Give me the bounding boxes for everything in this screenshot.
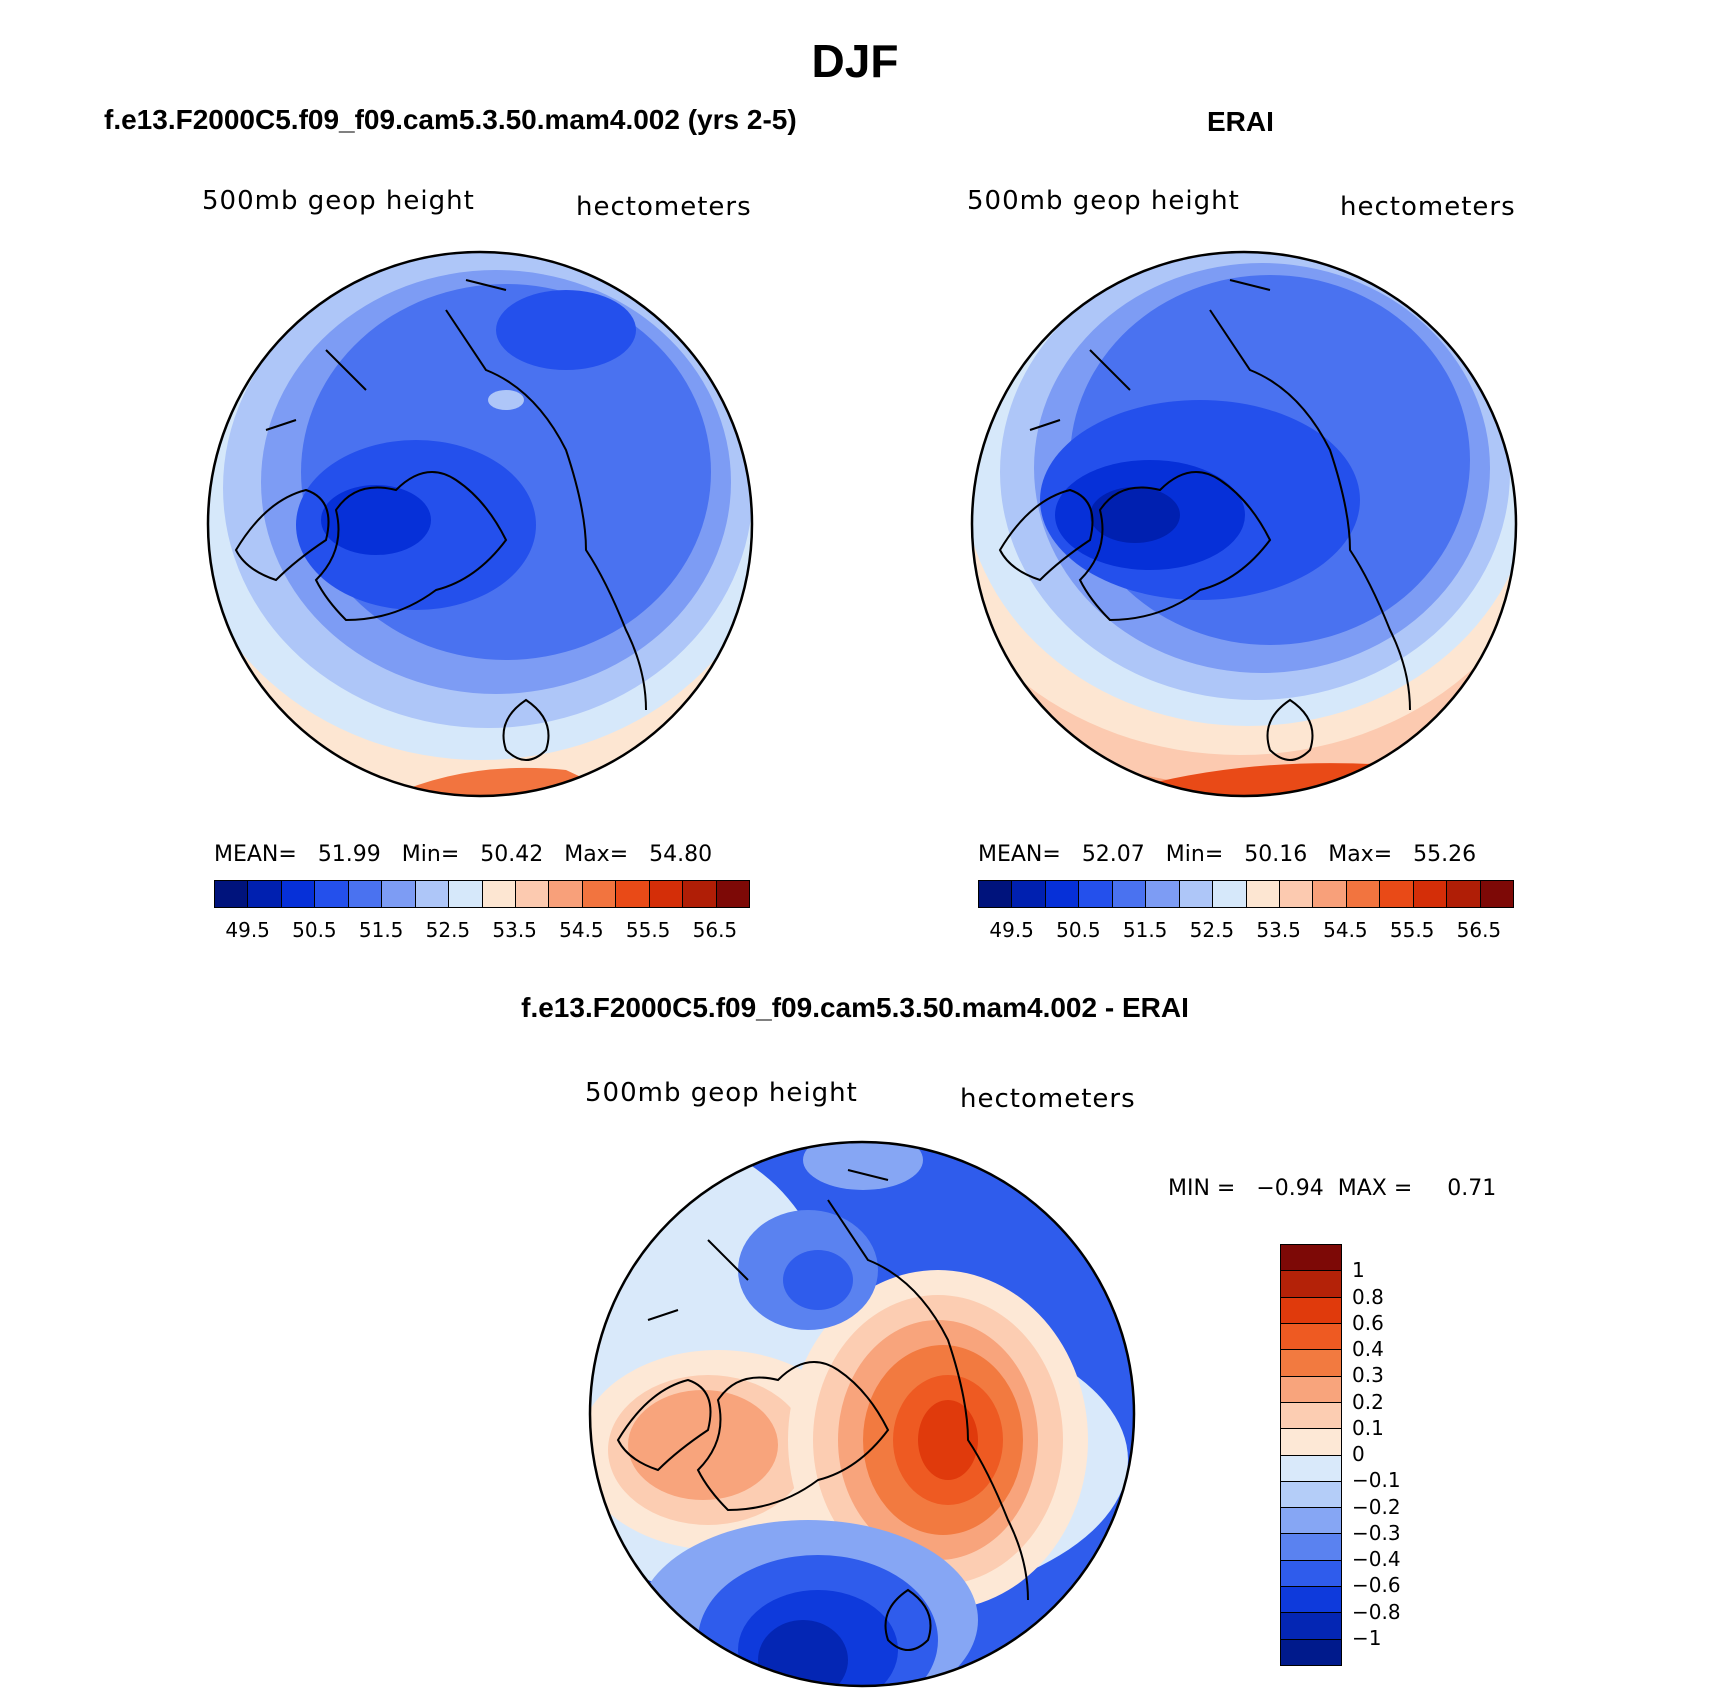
- panel1-colorbar-tick-label: 49.5: [225, 918, 270, 942]
- panel3-colorbar-tick-label: −0.8: [1352, 1599, 1401, 1624]
- panel1-colorbar: [214, 880, 750, 908]
- panel1-colorbar-box: [482, 881, 516, 907]
- panel3-colorbar-box: [1281, 1534, 1341, 1561]
- panel3-colorbar-box: [1281, 1429, 1341, 1456]
- panel2-colorbar-box: [1246, 881, 1280, 907]
- panel1-colorbar-box: [449, 881, 483, 907]
- panel1-colorbar-box: [616, 881, 650, 907]
- panel3-colorbar-box: [1281, 1350, 1341, 1377]
- panel3-colorbar-box: [1281, 1402, 1341, 1430]
- panel3-colorbar: [1280, 1244, 1342, 1666]
- panel3-colorbar-tick-label: 0.4: [1352, 1337, 1384, 1361]
- panel3-colorbar-tick-label: 0: [1352, 1442, 1365, 1466]
- panel2-colorbar-tick-label: 52.5: [1189, 918, 1235, 942]
- panel2-colorbar-box: [1279, 881, 1314, 907]
- panel2-colorbar-box: [1045, 881, 1080, 907]
- panel3-colorbar-box: [1281, 1323, 1341, 1351]
- panel2-colorbar-box: [1480, 881, 1513, 907]
- panel2-units-label: hectometers: [1340, 192, 1516, 222]
- panel1-title: f.e13.F2000C5.f09_f09.cam5.3.50.mam4.002…: [104, 104, 797, 135]
- panel1-colorbar-tick-label: 56.5: [692, 918, 738, 942]
- panel1-colorbar-box: [382, 881, 416, 907]
- panel2-colorbar-box: [1012, 881, 1046, 907]
- panel3-colorbar-tick-label: −0.6: [1352, 1573, 1401, 1598]
- panel3-variable-label: 500mb geop height: [585, 1078, 858, 1108]
- panel1-colorbar-tick-label: 53.5: [492, 918, 537, 942]
- panel1-colorbar-box: [415, 881, 450, 907]
- panel2-variable-label: 500mb geop height: [967, 186, 1240, 216]
- panel2-colorbar-tick-label: 49.5: [989, 918, 1034, 942]
- panel3-colorbar-box: [1281, 1587, 1341, 1614]
- panel2-colorbar-box: [1346, 881, 1381, 907]
- panel2-colorbar-box: [1079, 881, 1113, 907]
- panel1-colorbar-tick-label: 50.5: [292, 918, 337, 942]
- panel3-colorbar-box: [1281, 1271, 1341, 1298]
- panel3-colorbar-tick-label: 0.1: [1352, 1415, 1384, 1440]
- panel2-stats: MEAN= 52.07 Min= 50.16 Max= 55.26: [978, 842, 1477, 867]
- panel2-colorbar-box: [1213, 881, 1247, 907]
- panel1-colorbar-box: [281, 881, 316, 907]
- panel1-colorbar-box: [649, 881, 684, 907]
- panel2-colorbar-tick-label: 51.5: [1122, 918, 1168, 942]
- panel1-colorbar-box: [716, 881, 749, 907]
- panel2-colorbar-box: [1179, 881, 1214, 907]
- panel2-colorbar-box: [979, 881, 1013, 907]
- panel3-title: f.e13.F2000C5.f09_f09.cam5.3.50.mam4.002…: [521, 992, 1189, 1023]
- panel2-colorbar-box: [1146, 881, 1180, 907]
- panel1-colorbar-tick-label: 54.5: [559, 918, 604, 942]
- panel3-colorbar-tick-label: 0.3: [1352, 1363, 1384, 1388]
- panel3-colorbar-box: [1281, 1245, 1341, 1272]
- panel2-colorbar-tick-label: 55.5: [1389, 918, 1435, 942]
- panel1-colorbar-box: [215, 881, 249, 907]
- panel1-units-label: hectometers: [576, 192, 752, 222]
- panel3-colorbar-box: [1281, 1455, 1341, 1482]
- panel3-minmax: MIN = −0.94 MAX = 0.71: [1168, 1176, 1497, 1201]
- panel3-colorbar-box: [1281, 1297, 1341, 1324]
- panel3-colorbar-tick-label: −0.4: [1352, 1547, 1401, 1571]
- panel3-colorbar-tick-label: −1: [1352, 1625, 1382, 1650]
- panel1-colorbar-tick-label: 55.5: [625, 918, 671, 942]
- panel3-colorbar-tick-label: −0.1: [1352, 1468, 1401, 1493]
- panel2-colorbar: [978, 880, 1514, 908]
- panel2-colorbar-box: [1447, 881, 1481, 907]
- panel2-title: ERAI: [1207, 106, 1274, 137]
- panel2-colorbar-box: [1112, 881, 1147, 907]
- panel3-colorbar-box: [1281, 1560, 1341, 1588]
- panel3-colorbar-box: [1281, 1613, 1341, 1640]
- panel1-colorbar-box: [515, 881, 550, 907]
- panel2-colorbar-tick-label: 50.5: [1056, 918, 1101, 942]
- panel1-colorbar-box: [248, 881, 282, 907]
- panel1-polar-map: [206, 250, 754, 798]
- panel3-colorbar-tick-label: −0.3: [1352, 1520, 1401, 1545]
- panel1-colorbar-box: [582, 881, 617, 907]
- panel1-colorbar-box: [549, 881, 583, 907]
- panel3-colorbar-box: [1281, 1639, 1341, 1665]
- panel1-colorbar-tick-label: 52.5: [425, 918, 471, 942]
- panel3-units-label: hectometers: [960, 1084, 1136, 1114]
- panel2-polar-map: [970, 250, 1518, 798]
- panel3-colorbar-tick-label: 0.8: [1352, 1284, 1384, 1309]
- panel3-colorbar-box: [1281, 1481, 1341, 1509]
- main-title: DJF: [811, 35, 899, 87]
- panel1-colorbar-box: [683, 881, 717, 907]
- panel3-colorbar-box: [1281, 1376, 1341, 1403]
- panel3-polar-map: [588, 1140, 1136, 1688]
- panel3-colorbar-box: [1281, 1508, 1341, 1535]
- panel3-colorbar-tick-label: 0.6: [1352, 1310, 1384, 1335]
- panel1-colorbar-tick-label: 51.5: [358, 918, 404, 942]
- panel2-colorbar-tick-label: 54.5: [1323, 918, 1368, 942]
- panel1-variable-label: 500mb geop height: [202, 186, 475, 216]
- panel3-colorbar-tick-label: −0.2: [1352, 1494, 1401, 1519]
- panel1-colorbar-box: [315, 881, 349, 907]
- panel2-colorbar-tick-label: 56.5: [1456, 918, 1502, 942]
- panel1-colorbar-box: [348, 881, 383, 907]
- panel2-colorbar-box: [1313, 881, 1347, 907]
- panel2-colorbar-tick-label: 53.5: [1256, 918, 1301, 942]
- panel3-colorbar-tick-label: 0.2: [1352, 1389, 1384, 1414]
- panel3-colorbar-tick-label: 1: [1352, 1258, 1365, 1283]
- panel2-colorbar-box: [1380, 881, 1414, 907]
- panel2-colorbar-box: [1413, 881, 1448, 907]
- panel1-stats: MEAN= 51.99 Min= 50.42 Max= 54.80: [214, 842, 713, 867]
